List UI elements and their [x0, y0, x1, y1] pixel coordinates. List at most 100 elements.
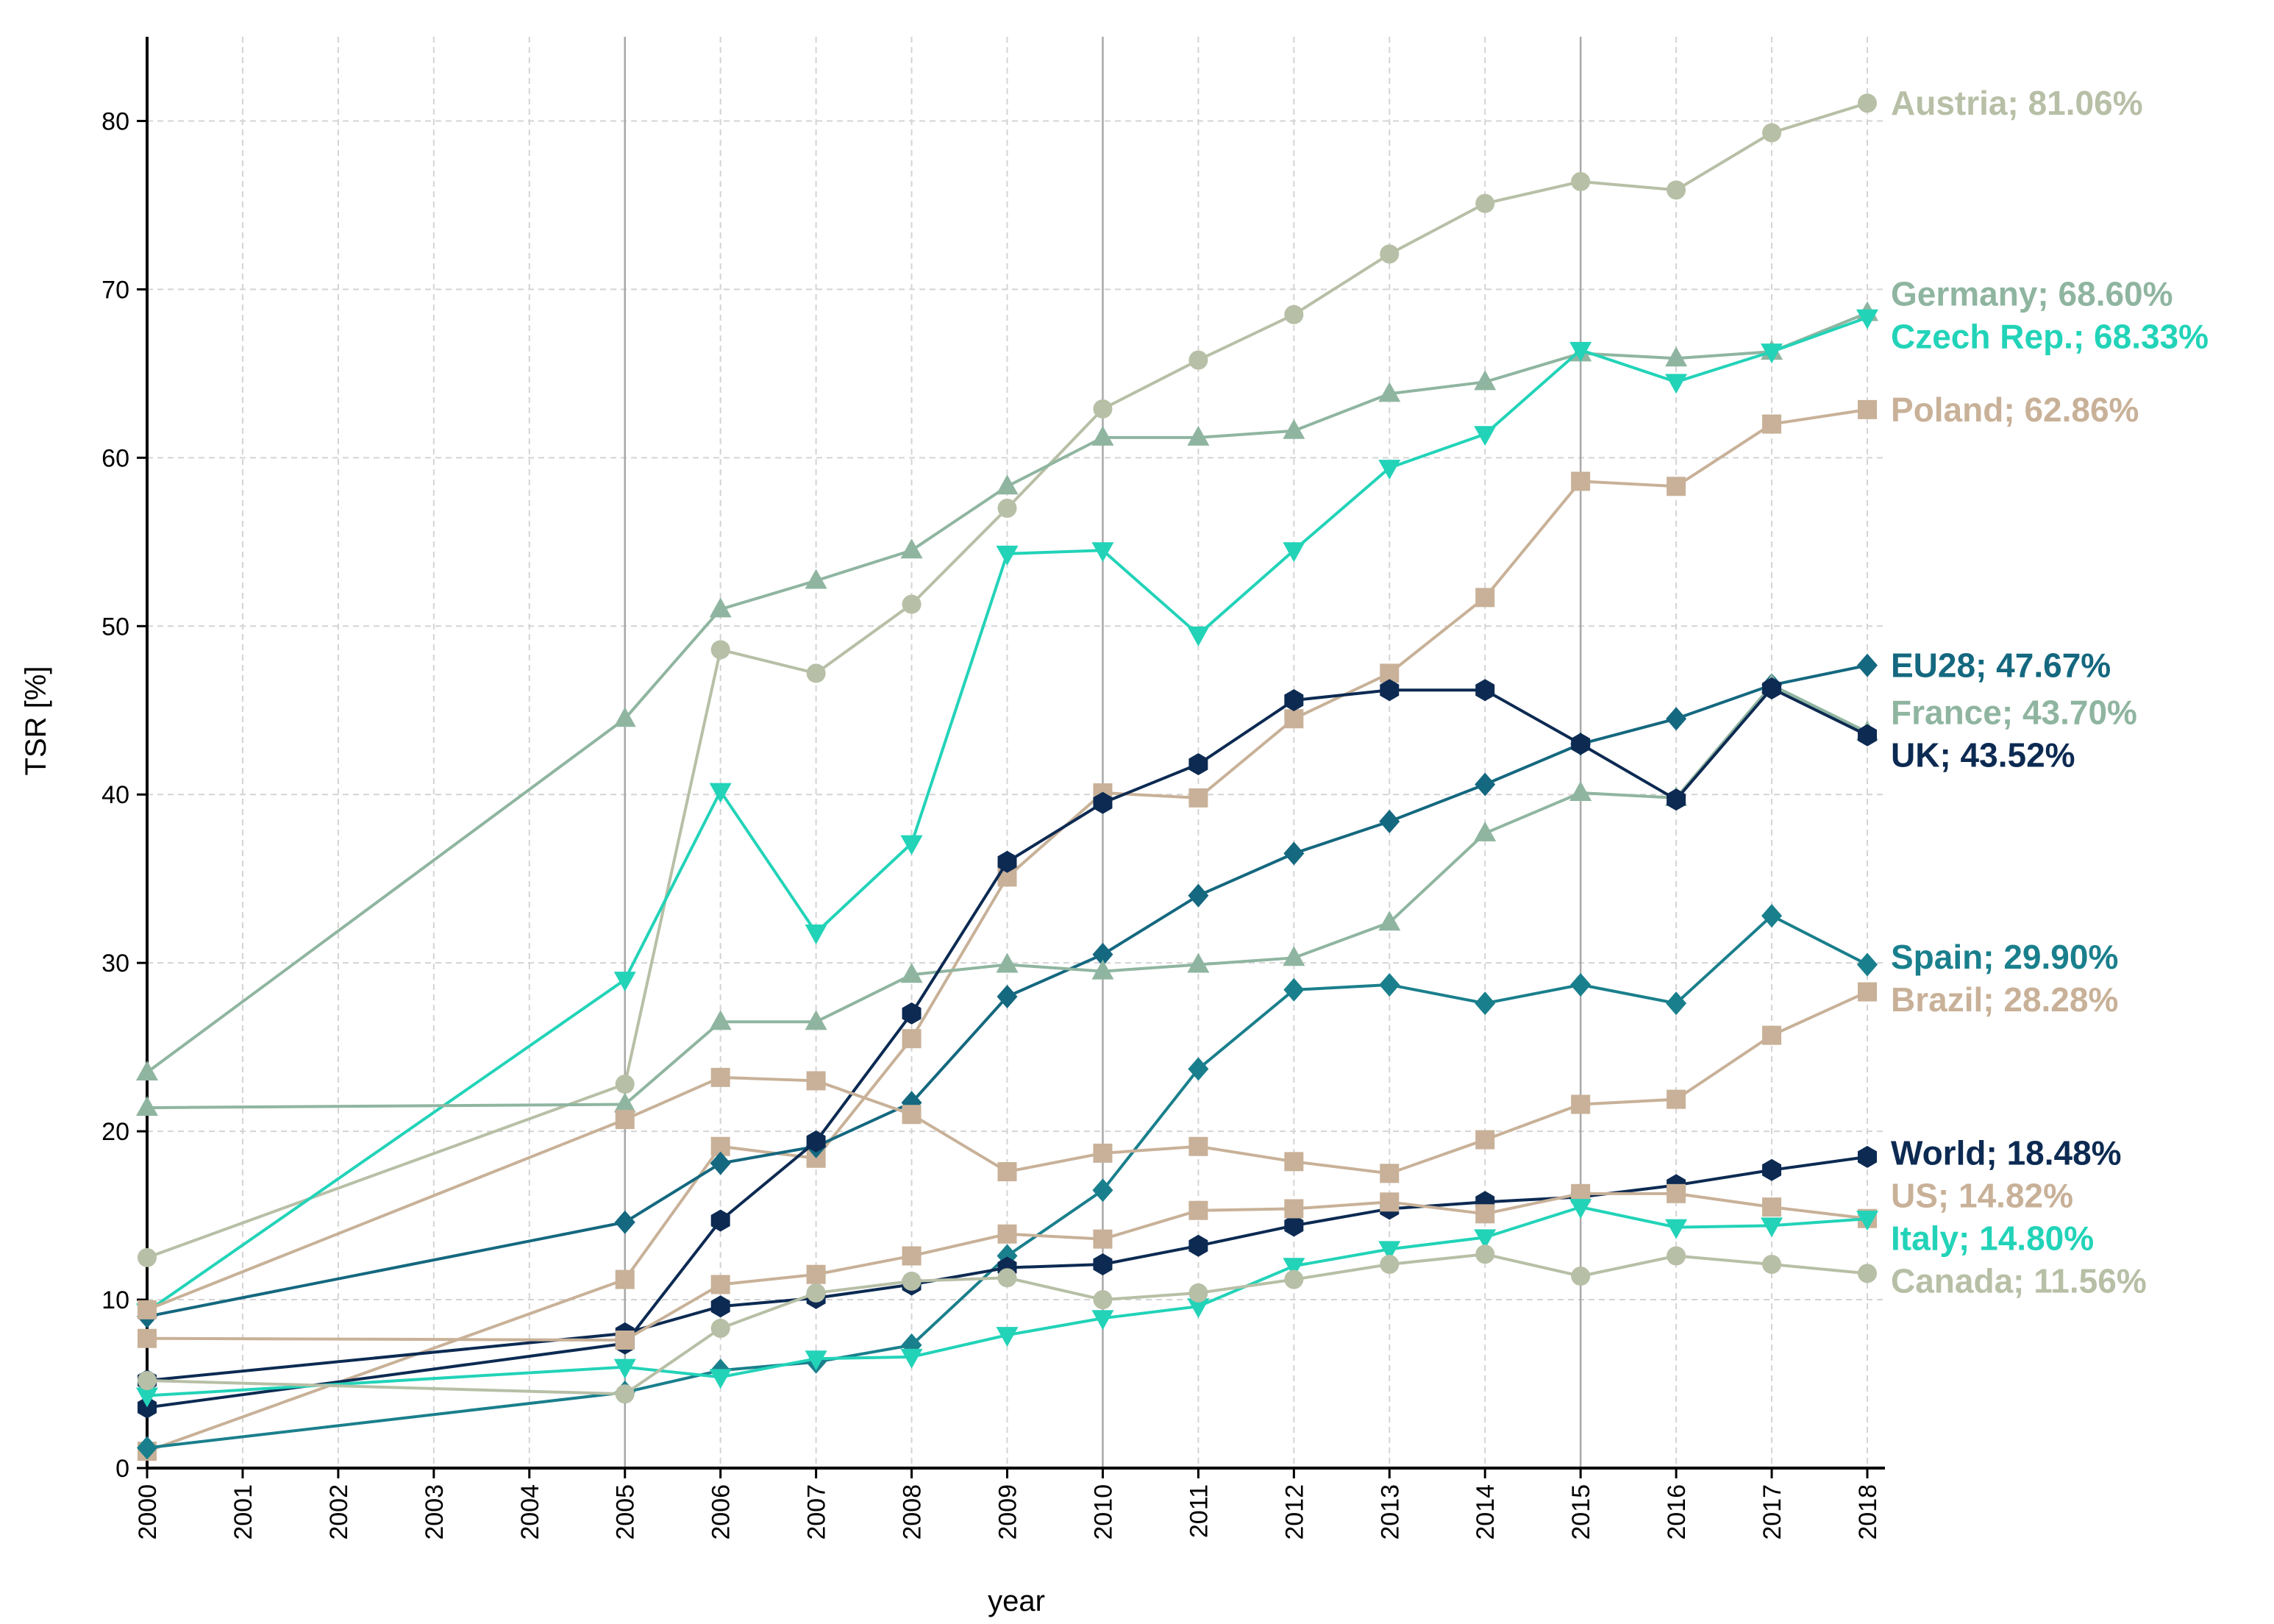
marker	[996, 952, 1019, 973]
marker	[709, 1369, 732, 1389]
marker	[1379, 809, 1400, 833]
marker	[1188, 1057, 1209, 1081]
marker	[1475, 679, 1495, 702]
marker	[1188, 1283, 1208, 1303]
end-label: France; 43.70%	[1891, 694, 2137, 732]
marker	[1284, 1214, 1304, 1237]
end-label: Czech Rep.; 68.33%	[1891, 318, 2209, 356]
marker	[1571, 1267, 1591, 1286]
marker	[806, 1071, 826, 1091]
marker	[1091, 1310, 1114, 1331]
marker	[1091, 542, 1114, 563]
marker	[805, 569, 827, 589]
marker	[1857, 653, 1878, 677]
marker	[1475, 588, 1495, 608]
marker	[136, 1096, 158, 1116]
marker	[1667, 1089, 1686, 1109]
marker	[1187, 626, 1210, 647]
marker	[1570, 972, 1592, 997]
marker	[902, 1105, 922, 1125]
marker	[902, 1271, 922, 1291]
marker	[806, 1130, 826, 1153]
marker	[615, 1269, 635, 1289]
marker	[1093, 791, 1113, 814]
marker	[1761, 1217, 1783, 1238]
marker	[1284, 1152, 1304, 1172]
marker	[997, 499, 1017, 519]
marker	[1093, 1143, 1113, 1163]
marker	[1762, 677, 1782, 700]
y-tick-label: 60	[101, 444, 129, 472]
marker	[137, 1436, 157, 1460]
marker	[1188, 1234, 1208, 1257]
marker	[615, 1110, 635, 1130]
marker	[710, 1209, 730, 1232]
marker	[138, 1247, 157, 1267]
marker	[1475, 193, 1495, 213]
end-label: World; 18.48%	[1891, 1134, 2122, 1172]
marker	[997, 850, 1017, 873]
x-tick-label: 2016	[1663, 1484, 1691, 1540]
end-label: UK; 43.52%	[1891, 736, 2075, 774]
marker	[710, 1275, 730, 1294]
x-tick-label: 2017	[1758, 1484, 1786, 1540]
marker	[1761, 904, 1783, 928]
marker	[1475, 1130, 1495, 1150]
marker	[1762, 414, 1782, 434]
marker	[1380, 1164, 1400, 1183]
end-label: US; 14.82%	[1891, 1177, 2073, 1215]
marker	[1093, 1253, 1113, 1275]
marker	[997, 1162, 1017, 1182]
marker	[1571, 171, 1591, 191]
end-label: EU28; 47.67%	[1891, 647, 2111, 685]
marker	[1474, 426, 1497, 446]
marker	[997, 984, 1018, 1008]
marker	[1378, 1241, 1401, 1261]
y-tick-label: 10	[101, 1286, 129, 1314]
marker	[1284, 1199, 1304, 1219]
end-label: Italy; 14.80%	[1891, 1219, 2094, 1258]
marker	[1474, 370, 1497, 391]
marker	[1858, 724, 1877, 747]
marker	[902, 594, 922, 614]
marker	[1378, 382, 1401, 402]
y-tick-label: 30	[101, 950, 129, 977]
marker	[136, 1387, 158, 1408]
marker	[710, 1295, 730, 1318]
marker	[615, 1384, 635, 1404]
y-tick-label: 80	[101, 107, 129, 135]
marker	[1569, 341, 1592, 362]
x-tick-label: 2011	[1185, 1484, 1213, 1538]
x-tick-label: 2008	[899, 1484, 927, 1540]
marker	[1378, 911, 1401, 931]
marker	[1475, 1204, 1495, 1224]
marker	[805, 1010, 827, 1030]
marker	[613, 972, 636, 992]
marker	[1667, 477, 1686, 496]
x-tick-label: 2013	[1376, 1484, 1404, 1540]
marker	[615, 1075, 635, 1094]
marker	[1858, 93, 1877, 113]
marker	[900, 1348, 923, 1369]
marker	[1093, 1290, 1113, 1310]
marker	[1858, 1145, 1877, 1168]
marker	[613, 1358, 636, 1379]
x-tick-label: 2006	[707, 1484, 735, 1540]
marker	[1857, 952, 1878, 977]
marker	[902, 1002, 922, 1025]
marker	[138, 1370, 157, 1390]
marker	[1474, 1229, 1497, 1250]
marker	[138, 1328, 157, 1348]
marker	[1665, 374, 1688, 394]
marker	[997, 1268, 1017, 1288]
marker	[1380, 1254, 1400, 1274]
marker	[613, 1092, 636, 1113]
marker	[1284, 1269, 1304, 1289]
marker	[1667, 180, 1686, 200]
marker	[996, 474, 1019, 495]
x-tick-label: 2015	[1567, 1484, 1595, 1540]
marker	[1091, 959, 1114, 980]
y-tick-label: 0	[115, 1455, 129, 1483]
y-tick-label: 70	[101, 276, 129, 304]
